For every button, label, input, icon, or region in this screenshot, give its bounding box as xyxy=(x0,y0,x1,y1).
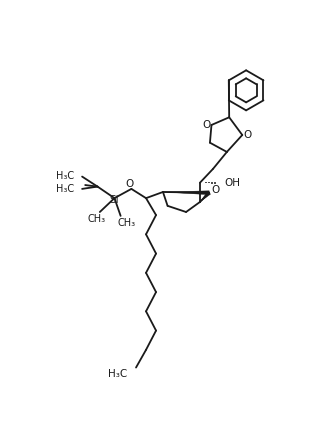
Text: O: O xyxy=(126,178,134,188)
Polygon shape xyxy=(200,191,211,202)
Text: O: O xyxy=(244,130,252,140)
Text: Si: Si xyxy=(110,195,119,206)
Text: O: O xyxy=(211,184,219,195)
Text: CH₃: CH₃ xyxy=(118,218,136,228)
Text: O: O xyxy=(202,120,210,130)
Text: H₃C: H₃C xyxy=(56,184,75,194)
Text: CH₃: CH₃ xyxy=(88,214,106,224)
Text: H₃C: H₃C xyxy=(108,368,127,379)
Polygon shape xyxy=(163,191,209,195)
Text: OH: OH xyxy=(224,178,241,188)
Text: H₃C: H₃C xyxy=(56,171,75,181)
